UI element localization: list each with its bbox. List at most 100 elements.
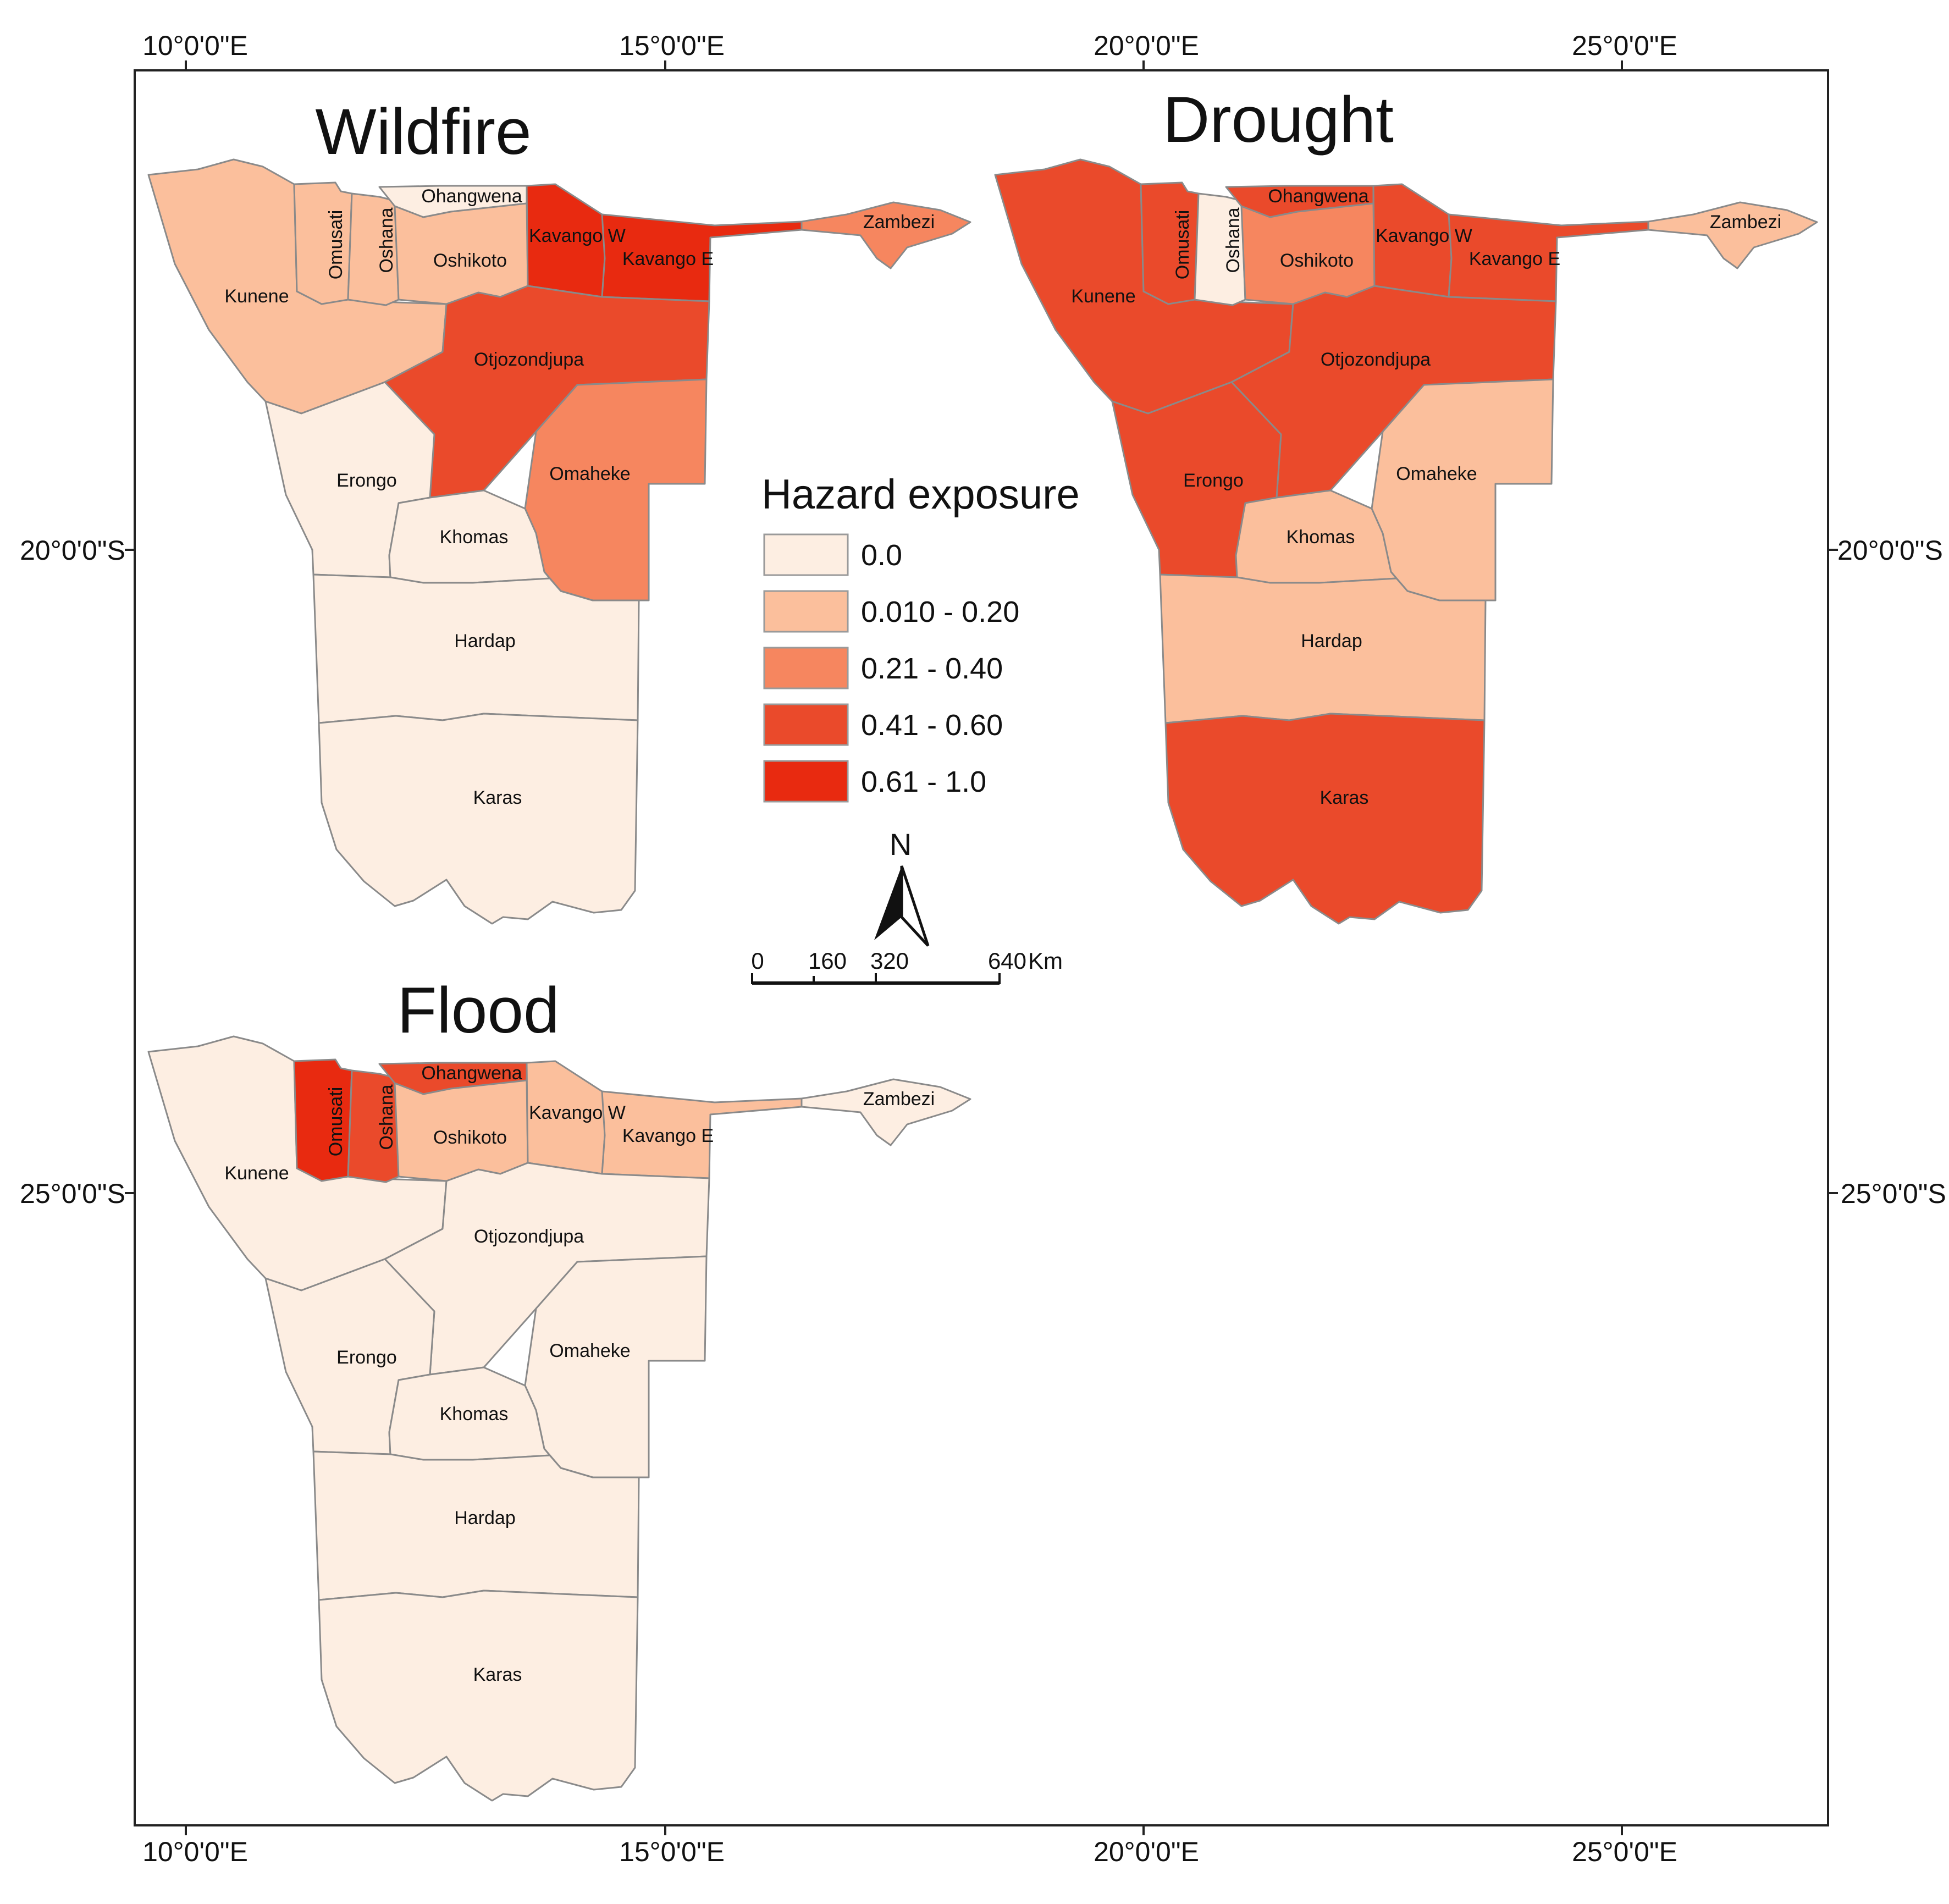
north-arrow: N bbox=[874, 827, 930, 947]
region-label-kavango-w: Kavango W bbox=[1376, 225, 1472, 246]
region-label-oshana: Oshana bbox=[1223, 207, 1244, 273]
region-label-oshikoto: Oshikoto bbox=[433, 250, 507, 271]
region-omaheke bbox=[1371, 378, 1554, 601]
coord-bottom-4: 25°0'0"E bbox=[1572, 1836, 1677, 1867]
region-label-khomas: Khomas bbox=[440, 527, 509, 548]
scale-unit: Km bbox=[1028, 948, 1063, 974]
coord-right-1: 20°0'0"S bbox=[1837, 535, 1943, 566]
region-khomas bbox=[388, 1366, 551, 1461]
region-label-omusati: Omusati bbox=[325, 210, 346, 280]
legend-label-2: 0.21 - 0.40 bbox=[861, 652, 1003, 685]
coordinate-labels: 10°0'0"E 15°0'0"E 20°0'0"E 25°0'0"E 10°0… bbox=[20, 30, 1946, 1867]
coord-top-1: 10°0'0"E bbox=[142, 30, 248, 61]
region-label-ohangwena: Ohangwena bbox=[421, 1063, 522, 1084]
region-group bbox=[147, 1035, 971, 1802]
scale-tick-320: 320 bbox=[870, 948, 909, 974]
region-karas bbox=[318, 713, 639, 925]
legend: Hazard exposure 0.0 0.010 - 0.20 0.21 - … bbox=[761, 471, 1080, 803]
region-label-omaheke: Omaheke bbox=[1396, 463, 1477, 484]
region-label-ohangwena: Ohangwena bbox=[421, 186, 522, 207]
region-label-khomas: Khomas bbox=[440, 1404, 509, 1425]
region-label-ohangwena: Ohangwena bbox=[1268, 186, 1368, 207]
region-label-kavango-e: Kavango E bbox=[622, 1125, 714, 1146]
region-label-oshana: Oshana bbox=[376, 1084, 397, 1150]
region-label-kavango-w: Kavango W bbox=[529, 1102, 626, 1123]
region-zambezi bbox=[800, 1078, 971, 1146]
region-label-zambezi: Zambezi bbox=[1710, 212, 1781, 233]
region-label-zambezi: Zambezi bbox=[863, 1089, 935, 1110]
region-omaheke bbox=[524, 1255, 708, 1478]
region-kavango-e bbox=[601, 1090, 803, 1179]
legend-swatch-0 bbox=[763, 533, 849, 576]
legend-label-0: 0.0 bbox=[861, 539, 902, 572]
region-zambezi bbox=[1647, 201, 1818, 269]
scale-tick-0: 0 bbox=[751, 948, 764, 974]
region-label-karas: Karas bbox=[1320, 787, 1369, 808]
coord-top-3: 20°0'0"E bbox=[1094, 30, 1199, 61]
region-karas bbox=[318, 1590, 639, 1802]
region-label-erongo: Erongo bbox=[1183, 470, 1244, 491]
region-label-karas: Karas bbox=[473, 787, 522, 808]
region-label-hardap: Hardap bbox=[454, 1508, 516, 1528]
coord-left-1: 20°0'0"S bbox=[20, 535, 125, 566]
scale-tick-160: 160 bbox=[808, 948, 847, 974]
graticule-ticks bbox=[125, 60, 1838, 1835]
region-group bbox=[147, 158, 971, 925]
region-label-erongo: Erongo bbox=[336, 1347, 397, 1368]
region-label-omaheke: Omaheke bbox=[549, 1340, 630, 1361]
drought-map-panel: Drought Kunene Omusati Oshana Ohangwena Oshi… bbox=[994, 84, 1818, 925]
region-omaheke bbox=[524, 378, 708, 601]
region-label-otjozondjupa: Otjozondjupa bbox=[1321, 349, 1431, 370]
legend-label-4: 0.61 - 1.0 bbox=[861, 765, 986, 798]
region-label-oshana: Oshana bbox=[376, 207, 397, 273]
region-label-kavango-e: Kavango E bbox=[622, 249, 714, 269]
coord-bottom-3: 20°0'0"E bbox=[1094, 1836, 1199, 1867]
region-label-otjozondjupa: Otjozondjupa bbox=[474, 349, 584, 370]
legend-label-1: 0.010 - 0.20 bbox=[861, 595, 1019, 628]
region-khomas bbox=[1235, 489, 1398, 584]
region-label-kunene: Kunene bbox=[1071, 286, 1135, 307]
region-kavango-e bbox=[1448, 213, 1649, 302]
scale-bar: 0 160 320 640 Km bbox=[751, 948, 1063, 985]
region-label-hardap: Hardap bbox=[454, 631, 516, 652]
legend-title: Hazard exposure bbox=[761, 471, 1080, 518]
coord-bottom-2: 15°0'0"E bbox=[619, 1836, 725, 1867]
flood-map-panel: Flood Kunene Omusati Oshana Ohangwena Oshiko… bbox=[147, 974, 971, 1802]
region-label-otjozondjupa: Otjozondjupa bbox=[474, 1226, 584, 1247]
region-label-oshikoto: Oshikoto bbox=[433, 1127, 507, 1148]
legend-label-3: 0.41 - 0.60 bbox=[861, 709, 1003, 742]
region-label-kavango-e: Kavango E bbox=[1469, 249, 1560, 269]
region-label-khomas: Khomas bbox=[1287, 527, 1355, 548]
scale-tick-640: 640 bbox=[988, 948, 1026, 974]
region-kavango-e bbox=[601, 213, 803, 302]
wildfire-map-panel: Wildfire Kunene Omusati Oshana Ohangwena Osh… bbox=[147, 96, 971, 925]
panel-title-wildfire: Wildfire bbox=[315, 96, 531, 168]
region-label-kunene: Kunene bbox=[224, 1163, 289, 1184]
coord-top-2: 15°0'0"E bbox=[619, 30, 725, 61]
region-label-oshikoto: Oshikoto bbox=[1280, 250, 1354, 271]
region-label-hardap: Hardap bbox=[1301, 631, 1362, 652]
region-label-karas: Karas bbox=[473, 1664, 522, 1685]
coord-left-2: 25°0'0"S bbox=[20, 1178, 125, 1209]
region-karas bbox=[1164, 713, 1486, 925]
region-khomas bbox=[388, 489, 551, 584]
region-label-omusati: Omusati bbox=[325, 1087, 346, 1157]
region-label-kunene: Kunene bbox=[224, 286, 289, 307]
region-label-kavango-w: Kavango W bbox=[529, 225, 626, 246]
coord-right-2: 25°0'0"S bbox=[1841, 1178, 1946, 1209]
north-arrow-right-half bbox=[900, 865, 930, 947]
north-arrow-left-half bbox=[874, 866, 902, 940]
north-label: N bbox=[890, 827, 912, 862]
region-label-erongo: Erongo bbox=[336, 470, 397, 491]
map-frame bbox=[134, 69, 1829, 1826]
coord-bottom-1: 10°0'0"E bbox=[142, 1836, 248, 1867]
legend-swatch-3 bbox=[763, 703, 849, 746]
coord-top-4: 25°0'0"E bbox=[1572, 30, 1677, 61]
region-label-omaheke: Omaheke bbox=[549, 463, 630, 484]
region-zambezi bbox=[800, 201, 971, 269]
region-label-zambezi: Zambezi bbox=[863, 212, 935, 233]
legend-swatch-1 bbox=[763, 590, 849, 633]
panel-title-drought: Drought bbox=[1163, 84, 1394, 156]
